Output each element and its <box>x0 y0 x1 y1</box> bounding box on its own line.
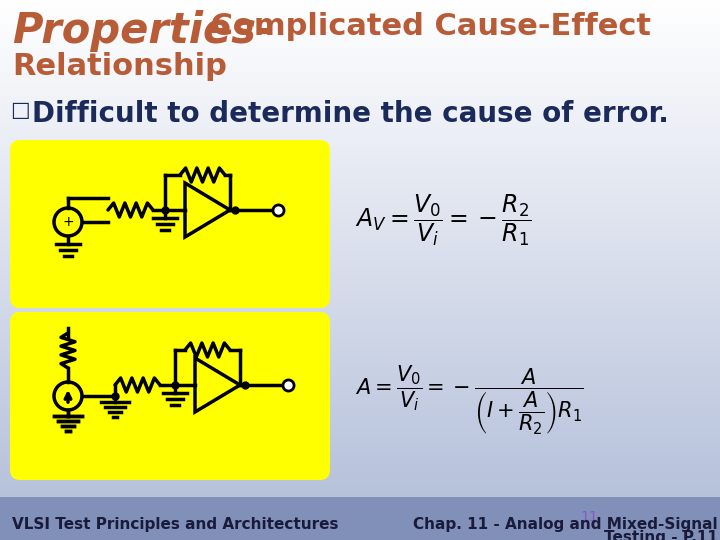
Text: $\mathit{A_V} = \dfrac{V_0}{V_i} = -\dfrac{R_2}{R_1}$: $\mathit{A_V} = \dfrac{V_0}{V_i} = -\dfr… <box>355 192 531 248</box>
FancyBboxPatch shape <box>10 140 330 308</box>
Text: Properties-: Properties- <box>12 10 274 52</box>
Text: 11: 11 <box>580 510 598 524</box>
Text: VLSI Test Principles and Architectures: VLSI Test Principles and Architectures <box>12 517 338 532</box>
Text: Relationship: Relationship <box>12 52 227 81</box>
Bar <box>0 497 720 540</box>
Text: +: + <box>62 215 74 229</box>
Text: Complicated Cause-Effect: Complicated Cause-Effect <box>200 12 651 41</box>
FancyBboxPatch shape <box>10 312 330 480</box>
Text: □: □ <box>10 100 30 120</box>
Text: Difficult to determine the cause of error.: Difficult to determine the cause of erro… <box>32 100 669 128</box>
Text: Testing - P.11: Testing - P.11 <box>604 530 718 540</box>
Text: $\mathit{A} = \dfrac{V_0}{V_i} = -\dfrac{A}{\left(I+\dfrac{A}{R_2}\right)R_1}$: $\mathit{A} = \dfrac{V_0}{V_i} = -\dfrac… <box>355 363 584 436</box>
Text: Chap. 11 - Analog and Mixed-Signal: Chap. 11 - Analog and Mixed-Signal <box>413 517 718 532</box>
